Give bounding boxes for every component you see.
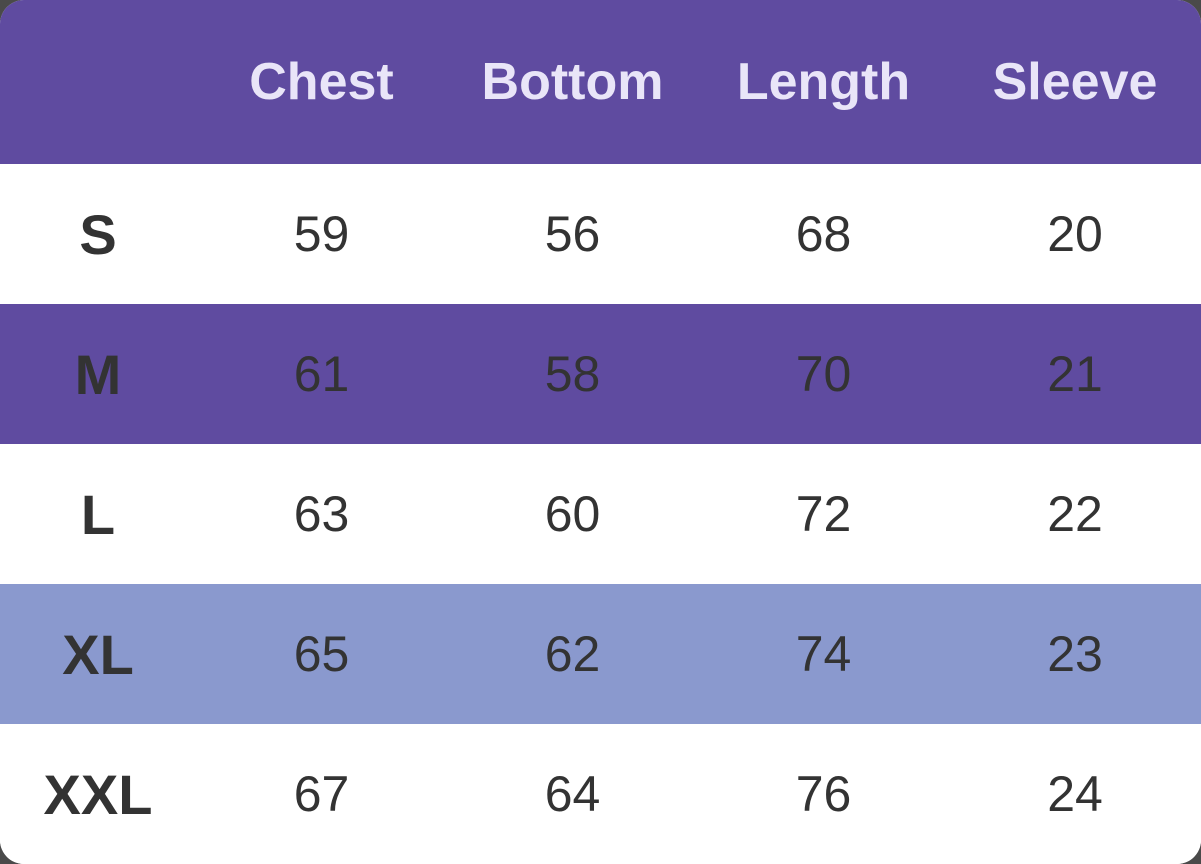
cell-xxl-length: 76 (795, 766, 852, 822)
table-row-xxl: XXL 67 64 76 24 (0, 724, 1201, 864)
cell-xxl-bottom: 64 (544, 766, 601, 822)
cell-l-bottom: 60 (544, 486, 601, 542)
column-header-length: Length (698, 0, 949, 164)
cell-s-chest: 59 (293, 206, 350, 262)
cell-m-length: 70 (795, 346, 852, 402)
cell-l-sleeve: 22 (1047, 486, 1103, 542)
column-header-bottom: Bottom (447, 0, 698, 164)
table-row-s: S 59 56 68 20 (0, 164, 1201, 304)
cell-xl-length: 74 (795, 626, 852, 682)
cell-xl-bottom: 62 (544, 626, 601, 682)
cell-m-bottom: 58 (544, 346, 601, 402)
column-header-chest: Chest (196, 0, 447, 164)
cell-xl-sleeve: 23 (1047, 626, 1103, 682)
cell-s-sleeve: 20 (1047, 206, 1103, 262)
cell-m-chest: 61 (293, 346, 350, 402)
table-row-xl: XL 65 62 74 23 (0, 584, 1201, 724)
column-header-size (0, 0, 196, 164)
row-label-s: S (79, 202, 117, 266)
cell-xl-chest: 65 (293, 626, 350, 682)
table-row-m: M 61 58 70 21 (0, 304, 1201, 444)
table-row-l: L 63 60 72 22 (0, 444, 1201, 584)
header-row: Chest Bottom Length Sleeve (0, 0, 1201, 164)
row-label-l: L (80, 482, 116, 546)
cell-xxl-chest: 67 (293, 766, 350, 822)
cell-xxl-sleeve: 24 (1047, 766, 1103, 822)
cell-l-chest: 63 (293, 486, 350, 542)
cell-m-sleeve: 21 (1047, 346, 1103, 402)
cell-s-length: 68 (795, 206, 852, 262)
row-label-xxl: XXL (43, 762, 153, 826)
row-label-m: M (74, 342, 122, 406)
cell-l-length: 72 (795, 486, 852, 542)
column-header-sleeve: Sleeve (949, 0, 1201, 164)
cell-s-bottom: 56 (544, 206, 601, 262)
row-label-xl: XL (62, 622, 134, 686)
